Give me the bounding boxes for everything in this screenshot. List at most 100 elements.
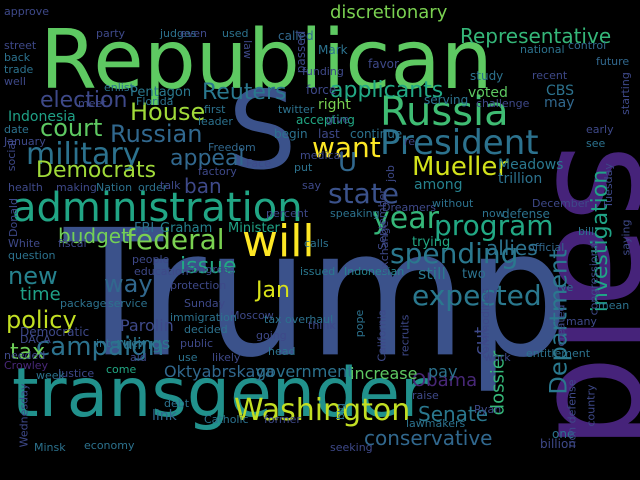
cloud-word: increase <box>350 364 418 383</box>
cloud-word: Wednesday <box>17 383 31 448</box>
cloud-word: issued <box>300 265 336 278</box>
cloud-word: two <box>462 267 486 282</box>
cloud-word: program <box>434 209 554 242</box>
cloud-word: Crowley <box>4 359 49 372</box>
cloud-word: likely <box>212 351 241 364</box>
cloud-word: Russian <box>110 120 203 148</box>
cloud-word: rulings <box>116 334 171 353</box>
cloud-word: see <box>586 137 606 150</box>
cloud-word: defense <box>502 207 550 221</box>
cloud-word: congressional <box>587 239 601 316</box>
cloud-word: Catholic <box>204 413 249 426</box>
cloud-word: recent <box>532 69 568 82</box>
cloud-word: among <box>414 177 463 193</box>
cloud-word: saying <box>619 219 633 256</box>
cloud-word: spending <box>390 237 519 270</box>
cloud-word: commodities <box>478 288 492 359</box>
cloud-word: put <box>294 161 313 174</box>
cloud-word: state <box>328 177 399 210</box>
cloud-word: speaking <box>330 207 380 220</box>
cloud-word: needed <box>4 349 46 362</box>
cloud-word: military <box>26 137 141 172</box>
cloud-word: created <box>554 304 568 347</box>
cloud-word: Mueller <box>412 152 509 182</box>
cloud-word: Obama <box>412 370 478 391</box>
cloud-word: calls <box>304 237 329 250</box>
cloud-word: court <box>40 114 103 142</box>
cloud-word: year <box>372 201 439 236</box>
cloud-word: even <box>180 27 208 40</box>
cloud-word: street <box>4 39 37 52</box>
cloud-word: Parolin <box>120 316 174 335</box>
cloud-word: Oktyabrskaya <box>164 362 275 381</box>
cloud-word: Graham <box>160 221 213 236</box>
cloud-word: will <box>242 216 315 267</box>
cloud-word: give <box>326 113 350 126</box>
cloud-word: policy <box>6 306 77 334</box>
cloud-word: national <box>520 43 565 56</box>
cloud-word: medical <box>300 149 344 162</box>
cloud-word: education <box>134 265 189 278</box>
cloud-word: entitlement <box>526 347 591 360</box>
cloud-word: applicants <box>330 78 444 103</box>
cloud-word: budget <box>58 224 129 248</box>
cloud-word: non defense <box>565 379 579 448</box>
cloud-word: trillion <box>498 171 543 187</box>
cloud-word: back <box>4 51 31 64</box>
cloud-word: election <box>40 88 128 113</box>
cloud-word: U <box>338 148 358 178</box>
cloud-word: decided <box>184 323 228 336</box>
cloud-word: protection <box>170 279 227 292</box>
cloud-word: time <box>20 284 61 305</box>
cloud-word: package <box>60 297 107 310</box>
cloud-word: control <box>568 39 607 52</box>
cloud-word: conservative <box>364 426 493 450</box>
cloud-word: without <box>432 197 474 210</box>
cloud-word: Pentagon <box>130 85 192 100</box>
cloud-word: DACA <box>20 333 51 346</box>
cloud-word: approve <box>4 5 49 18</box>
cloud-word: pope <box>353 309 367 338</box>
cloud-word: social <box>5 139 19 172</box>
cloud-word: continue <box>350 127 403 141</box>
cloud-word: issue <box>180 254 237 279</box>
cloud-word: serving <box>424 93 469 107</box>
cloud-word: Jan <box>256 278 290 303</box>
cloud-word: Florida <box>136 95 174 108</box>
cloud-word: administration <box>12 185 303 231</box>
cloud-word: called <box>278 29 314 43</box>
cloud-word: Representative <box>460 24 612 48</box>
cloud-word: meet <box>78 97 107 110</box>
cloud-word: Russia <box>380 89 509 135</box>
cloud-word: health <box>8 181 43 194</box>
cloud-word: making <box>56 181 97 194</box>
cloud-word: former <box>264 413 301 426</box>
cloud-word: transgender <box>12 354 428 433</box>
cloud-word: expected <box>412 279 542 312</box>
cloud-word: percent <box>266 207 309 220</box>
cloud-word: ve <box>560 281 574 294</box>
cloud-word: head <box>268 345 296 358</box>
cloud-word: Trump <box>64 193 570 397</box>
cloud-word: come <box>106 363 137 376</box>
cloud-word: Sunday <box>184 297 226 310</box>
cloud-word: work <box>484 351 511 364</box>
cloud-word: Ryan <box>474 403 502 416</box>
cloud-word: voted <box>468 85 508 101</box>
cloud-word: California <box>375 309 389 362</box>
cloud-word: way <box>104 270 153 298</box>
cloud-word: pay <box>428 362 458 381</box>
cloud-word: big <box>334 402 348 421</box>
cloud-word: public <box>180 337 214 350</box>
cloud-word: early <box>586 123 614 136</box>
cloud-word: appeal <box>170 146 245 171</box>
cloud-word: bill <box>578 225 595 238</box>
cloud-word: challenge <box>476 97 530 110</box>
cloud-word: billion <box>540 437 576 451</box>
cloud-word: funding <box>302 65 344 78</box>
cloud-word: seeking <box>330 441 373 454</box>
cloud-word: Congress <box>184 263 235 276</box>
cloud-word: Face <box>246 157 271 170</box>
cloud-word: people <box>132 253 170 266</box>
